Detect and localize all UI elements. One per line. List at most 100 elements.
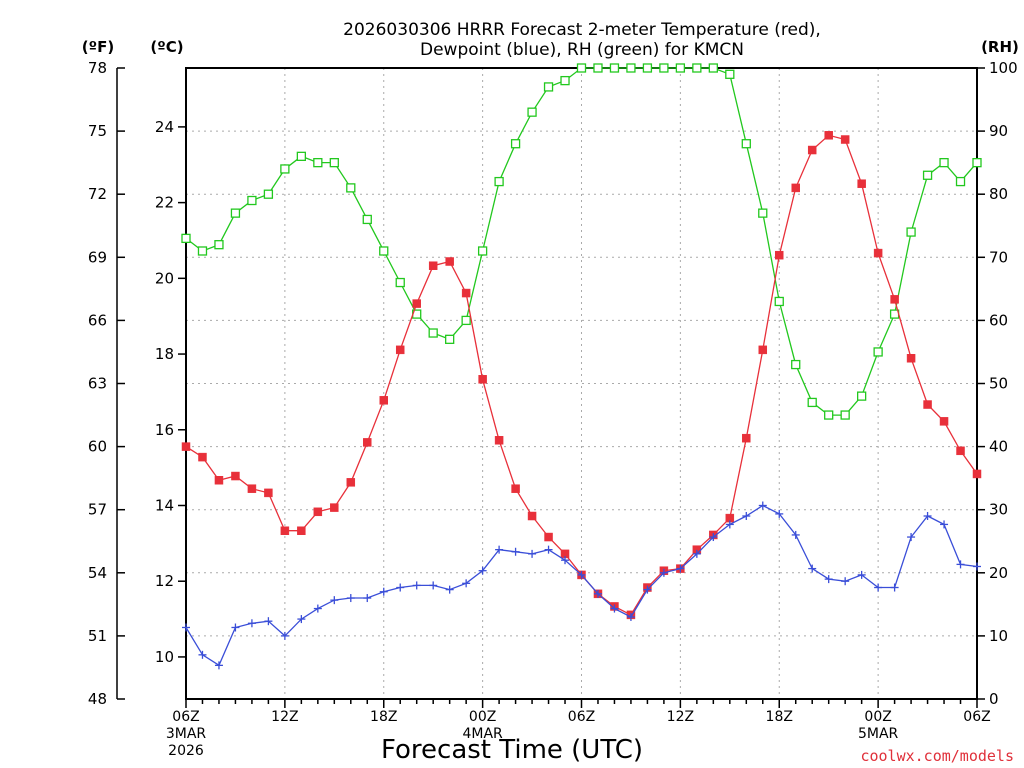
rh-point	[856, 391, 867, 401]
temperature-point	[428, 261, 438, 270]
temperature-point	[807, 145, 817, 155]
dewpoint-point	[379, 587, 388, 596]
x-tick-label: 00Z	[469, 709, 496, 725]
dewpoint-point	[874, 583, 883, 592]
rh-point	[642, 63, 653, 73]
rh-point	[774, 296, 784, 307]
rh-point	[741, 139, 751, 149]
rh-point	[873, 347, 883, 357]
temperature-point	[972, 469, 982, 479]
dewpoint-point	[396, 583, 405, 592]
temperature-point	[956, 446, 965, 456]
rh-point	[972, 157, 982, 168]
dewpoint-point	[330, 596, 339, 605]
rh-point	[939, 157, 949, 168]
rh-point	[609, 63, 620, 73]
rh-tick-label: 70	[989, 248, 1008, 266]
chart-title-line-1: 2026030306 HRRR Forecast 2-meter Tempera…	[343, 20, 821, 40]
temperature-point	[939, 417, 949, 426]
fahrenheit-tick-label: 51	[88, 627, 107, 645]
credit-text: coolwx.com/models	[860, 747, 1014, 765]
dewpoint-point	[313, 604, 322, 613]
fahrenheit-tick-label: 69	[88, 248, 107, 266]
rh-series	[181, 63, 982, 420]
fahrenheit-tick-label: 66	[88, 311, 107, 329]
x-tick-label: 06Z	[963, 709, 990, 725]
dewpoint-point	[841, 577, 850, 586]
celsius-tick-label: 12	[155, 572, 174, 590]
temperature-point	[363, 438, 372, 447]
rh-point	[824, 410, 834, 420]
temperature-point	[346, 478, 356, 487]
rh-unit-label: (RH)	[981, 38, 1019, 56]
x-tick-label: 06Z	[172, 709, 199, 725]
temperature-point	[198, 452, 207, 462]
rh-tick-label: 60	[989, 311, 1008, 329]
x-date-label: 3MAR	[166, 726, 207, 742]
temperature-point	[906, 354, 916, 363]
temperature-point	[511, 484, 520, 493]
dewpoint-point	[923, 512, 932, 521]
dewpoint-point	[973, 562, 981, 571]
dewpoint-point	[824, 575, 833, 584]
dewpoint-point	[544, 545, 553, 554]
rh-tick-label: 100	[989, 59, 1018, 77]
temperature-point	[247, 484, 257, 493]
fahrenheit-axis: 78 75 72 69 66 63 60 57 54 51 48	[88, 59, 125, 708]
rh-point	[758, 208, 768, 218]
x-axis-label: Forecast Time (UTC)	[381, 735, 643, 765]
rh-tick-label: 0	[989, 690, 999, 708]
x-tick-label: 18Z	[370, 709, 397, 725]
dewpoint-point	[198, 650, 207, 659]
temperature-point	[313, 507, 323, 517]
x-date-label: 4MAR	[462, 726, 503, 742]
temperature-point	[544, 532, 553, 542]
chart-title-line-2: Dewpoint (blue), RH (green) for KMCN	[420, 40, 744, 60]
rh-point	[708, 63, 718, 73]
temperature-point	[890, 295, 899, 304]
rh-tick-label: 80	[989, 185, 1008, 203]
rh-point	[494, 176, 504, 187]
rh-point	[675, 63, 686, 73]
x-date-label: 5MAR	[858, 726, 899, 742]
dewpoint-point	[940, 520, 949, 529]
temperature-point	[873, 248, 883, 258]
temperature-point	[395, 345, 405, 355]
fahrenheit-tick-label: 48	[88, 690, 107, 708]
rh-point	[510, 139, 521, 149]
temperature-point	[758, 345, 768, 355]
dewpoint-point	[593, 589, 602, 598]
rh-point	[477, 246, 488, 256]
temperature-point	[264, 488, 273, 498]
rh-point	[313, 157, 323, 168]
rh-tick-label: 30	[989, 501, 1008, 519]
temperature-point	[791, 183, 800, 193]
x-tick-label: 00Z	[864, 709, 891, 725]
temperature-point	[412, 299, 421, 308]
temperature-point	[280, 526, 290, 535]
temperature-point	[478, 375, 487, 384]
temperature-point	[775, 250, 784, 260]
celsius-tick-label: 16	[155, 421, 174, 439]
temperature-point	[527, 511, 537, 521]
dewpoint-point	[692, 549, 701, 558]
celsius-unit-label: (ºC)	[150, 38, 183, 56]
rh-point	[906, 227, 916, 237]
dewpoint-point	[511, 547, 520, 556]
temperature-point	[231, 471, 240, 481]
dewpoint-point	[462, 579, 471, 588]
rh-point	[263, 189, 274, 199]
temperature-point	[330, 503, 339, 512]
celsius-tick-label: 10	[155, 648, 174, 666]
rh-point	[560, 75, 570, 86]
x-tick-label: 06Z	[568, 709, 595, 725]
dewpoint-point	[247, 619, 256, 628]
rh-point	[247, 195, 257, 206]
fahrenheit-tick-label: 60	[88, 438, 107, 456]
rh-point	[329, 157, 339, 168]
rh-tick-label: 10	[989, 627, 1008, 645]
dewpoint-point	[626, 612, 635, 621]
dewpoint-point	[495, 545, 504, 554]
